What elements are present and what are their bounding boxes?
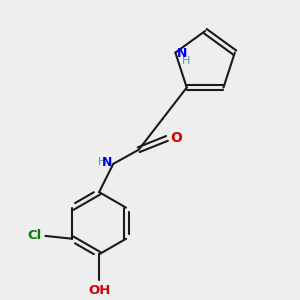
Text: N: N [177, 47, 187, 60]
Text: OH: OH [88, 284, 110, 297]
Text: O: O [170, 131, 182, 146]
Text: N: N [102, 156, 113, 169]
Text: H: H [182, 56, 190, 65]
Text: Cl: Cl [28, 230, 42, 242]
Text: H: H [98, 158, 106, 167]
